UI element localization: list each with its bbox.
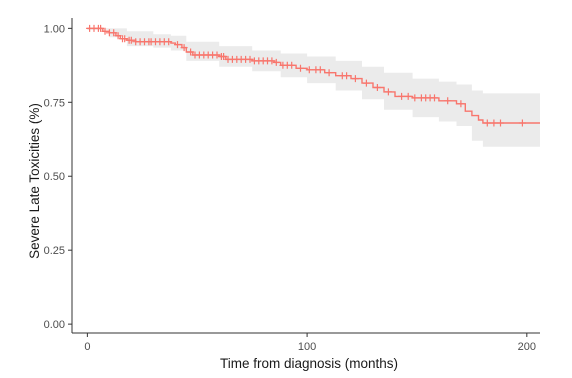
censor-mark bbox=[490, 119, 498, 127]
censor-mark bbox=[497, 119, 504, 127]
confidence-band bbox=[87, 28, 541, 149]
censor-mark bbox=[114, 32, 122, 40]
censor-mark bbox=[268, 57, 276, 65]
censor-mark bbox=[121, 35, 129, 43]
censor-mark bbox=[174, 41, 181, 49]
censor-mark bbox=[518, 119, 526, 127]
x-tick-label: 0 bbox=[84, 341, 90, 353]
censor-mark bbox=[411, 94, 419, 102]
censor-mark bbox=[213, 51, 221, 59]
censor-mark bbox=[431, 94, 438, 102]
y-tick-label: 1.00 bbox=[44, 23, 65, 35]
censor-mark bbox=[404, 92, 412, 100]
censor-mark bbox=[444, 97, 452, 105]
censor-mark bbox=[97, 24, 105, 32]
censor-mark bbox=[180, 44, 188, 52]
censor-mark bbox=[384, 88, 392, 96]
censor-mark bbox=[127, 36, 135, 44]
censor-mark bbox=[457, 100, 465, 108]
censor-mark bbox=[220, 53, 228, 60]
censor-mark bbox=[246, 55, 254, 63]
censor-mark bbox=[483, 119, 491, 127]
x-tick-label: 100 bbox=[298, 341, 316, 353]
censor-mark bbox=[398, 92, 406, 100]
plot-area bbox=[86, 24, 541, 149]
censor-mark bbox=[288, 61, 296, 69]
censor-mark bbox=[272, 58, 280, 66]
y-tick-label: 0.50 bbox=[44, 171, 65, 183]
x-tick-label: 200 bbox=[518, 341, 536, 353]
x-axis-title: Time from diagnosis (months) bbox=[220, 356, 398, 371]
censor-mark bbox=[110, 29, 118, 37]
axes: 0.00 0.25 0.50 0.75 1.00 0 100 200 bbox=[44, 18, 540, 353]
censor-mark bbox=[343, 72, 351, 80]
censor-mark bbox=[373, 84, 381, 91]
censor-mark bbox=[165, 38, 173, 46]
censor-mark bbox=[362, 79, 370, 87]
y-tick-label: 0.25 bbox=[44, 245, 65, 257]
censor-mark bbox=[297, 64, 304, 72]
censor-mark bbox=[101, 27, 109, 35]
censor-mark bbox=[325, 69, 333, 77]
y-axis-title: Severe Late Toxicities (%) bbox=[27, 103, 42, 259]
y-tick-label: 0.00 bbox=[44, 319, 65, 331]
censor-mark bbox=[305, 66, 313, 74]
censor-mark bbox=[187, 48, 195, 56]
censor-mark bbox=[316, 66, 324, 74]
y-tick-label: 0.75 bbox=[44, 97, 65, 109]
censor-mark bbox=[351, 75, 359, 83]
